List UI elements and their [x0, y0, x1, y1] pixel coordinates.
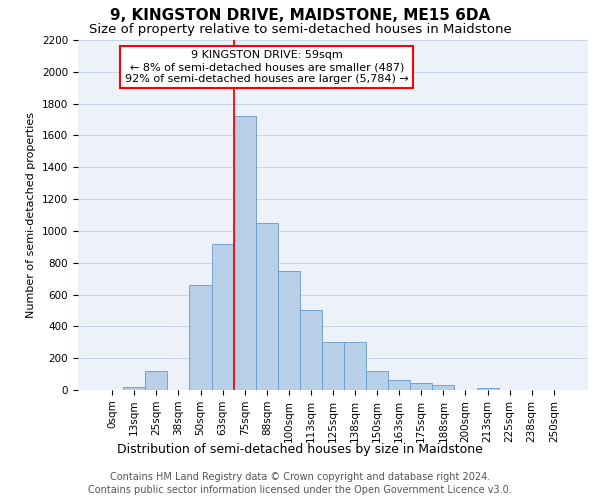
Bar	[433, 385, 454, 390]
Bar	[123, 387, 145, 390]
Bar	[322, 342, 344, 390]
Bar	[344, 342, 366, 390]
Bar	[300, 310, 322, 390]
Bar	[410, 383, 433, 390]
Text: Contains public sector information licensed under the Open Government Licence v3: Contains public sector information licen…	[88, 485, 512, 495]
Bar	[212, 244, 233, 390]
Y-axis label: Number of semi-detached properties: Number of semi-detached properties	[26, 112, 37, 318]
Text: Contains HM Land Registry data © Crown copyright and database right 2024.: Contains HM Land Registry data © Crown c…	[110, 472, 490, 482]
Bar	[145, 371, 167, 390]
Bar	[476, 388, 499, 390]
Bar	[233, 116, 256, 390]
Text: Distribution of semi-detached houses by size in Maidstone: Distribution of semi-detached houses by …	[117, 442, 483, 456]
Text: 9, KINGSTON DRIVE, MAIDSTONE, ME15 6DA: 9, KINGSTON DRIVE, MAIDSTONE, ME15 6DA	[110, 8, 490, 22]
Bar	[190, 285, 212, 390]
Bar	[278, 270, 300, 390]
Bar	[388, 380, 410, 390]
Text: 9 KINGSTON DRIVE: 59sqm
← 8% of semi-detached houses are smaller (487)
92% of se: 9 KINGSTON DRIVE: 59sqm ← 8% of semi-det…	[125, 50, 409, 84]
Bar	[366, 371, 388, 390]
Bar	[256, 223, 278, 390]
Text: Size of property relative to semi-detached houses in Maidstone: Size of property relative to semi-detach…	[89, 22, 511, 36]
